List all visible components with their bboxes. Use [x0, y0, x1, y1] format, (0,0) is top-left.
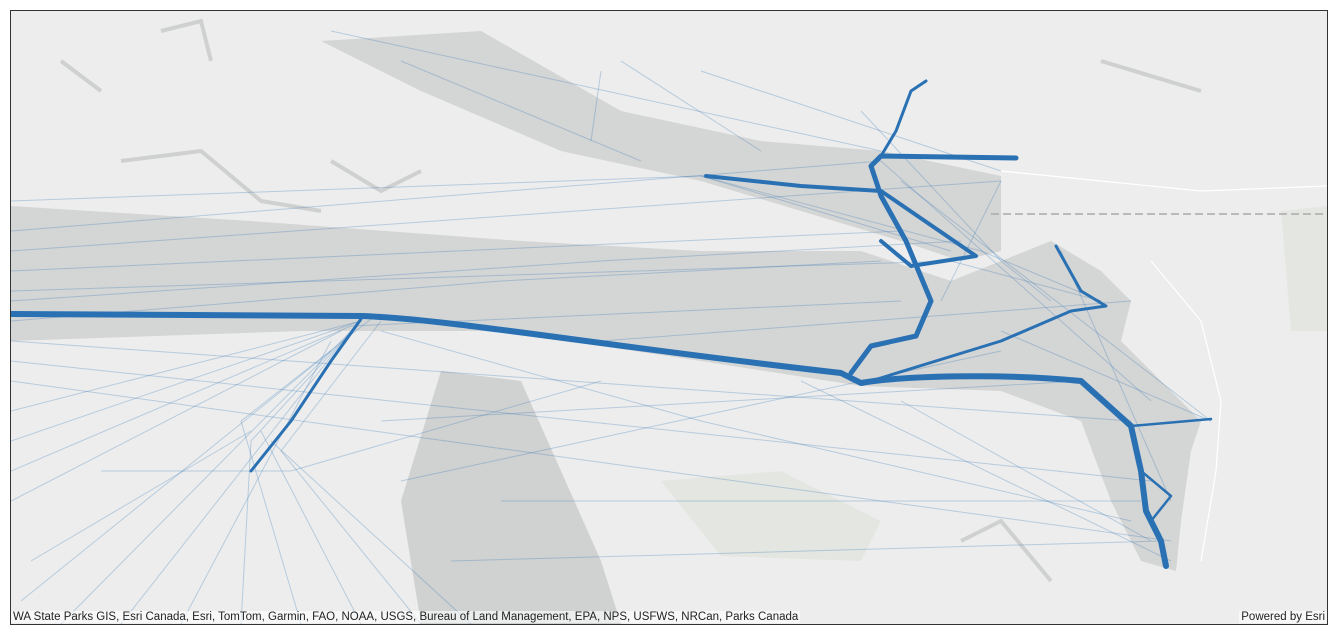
- vessel-track: [1139, 469, 1173, 523]
- vessel-track: [400, 60, 642, 162]
- vessel-track: [11, 175, 952, 252]
- vessel-track: [280, 320, 422, 624]
- vessel-track: [11, 340, 1132, 422]
- vessel-track: [240, 318, 372, 624]
- vessel-track: [240, 320, 362, 624]
- vessel-track: [700, 175, 1102, 302]
- water-juan-de-fuca: [11, 206, 1201, 571]
- vessel-track: [260, 430, 362, 624]
- powered-by[interactable]: Powered by Esri: [1239, 611, 1327, 623]
- vessel-track: [11, 380, 1172, 542]
- vessel-track: [249, 317, 363, 473]
- vessel-track: [11, 160, 882, 232]
- vessel-track: [11, 320, 362, 412]
- vessel-track: [11, 320, 362, 442]
- vessel-track: [450, 540, 1162, 562]
- vessel-track: [900, 400, 1152, 542]
- vessel-track: [11, 240, 962, 302]
- vessel-track: [60, 320, 362, 624]
- vessel-track: [380, 380, 1082, 422]
- vessel-tracks-main: [11, 79, 1213, 569]
- map-canvas: [11, 11, 1327, 624]
- vessel-track: [590, 70, 602, 142]
- vessel-track: [30, 430, 252, 562]
- vessel-track: [620, 60, 762, 152]
- water-strait-georgia: [321, 31, 1001, 261]
- vessel-track: [940, 180, 1002, 302]
- vessel-track: [880, 160, 1152, 402]
- water-coast: [401, 371, 621, 624]
- park: [1281, 206, 1327, 331]
- attribution: WA State Parks GIS, Esri Canada, Esri, T…: [11, 611, 801, 623]
- vessel-track: [869, 244, 1108, 383]
- lakes: [59, 18, 1202, 583]
- vessel-track: [860, 110, 1052, 302]
- vessel-track: [1129, 417, 1213, 428]
- vessel-track: [11, 180, 1002, 252]
- vessel-track: [700, 70, 1002, 172]
- vessel-track: [600, 300, 1132, 342]
- map-frame: WA State Parks GIS, Esri Canada, Esri, T…: [10, 10, 1328, 625]
- vessel-track: [380, 330, 1132, 522]
- vessel-track: [11, 330, 342, 502]
- vessel-tracks-thin: [11, 30, 1212, 624]
- vessel-track: [20, 350, 332, 602]
- vessel-track: [270, 440, 472, 624]
- vessel-track: [11, 360, 1152, 482]
- vessel-track: [180, 340, 332, 624]
- vessel-track: [848, 153, 1019, 376]
- vessel-track: [800, 380, 1172, 562]
- vessel-track: [120, 330, 352, 624]
- vessel-track: [101, 380, 602, 472]
- vessel-track: [11, 300, 902, 472]
- park: [661, 471, 881, 561]
- vessel-track: [11, 311, 1169, 569]
- vessel-track: [1000, 330, 1212, 422]
- vessel-track: [704, 174, 978, 268]
- vessel-track: [900, 180, 1212, 422]
- basemap: [11, 11, 1327, 624]
- vessel-track: [11, 230, 902, 272]
- vessel-track: [11, 260, 882, 322]
- road: [1000, 170, 1327, 562]
- vessel-track: [879, 79, 928, 158]
- vessel-track: [1060, 250, 1172, 502]
- vessel-track: [330, 30, 882, 152]
